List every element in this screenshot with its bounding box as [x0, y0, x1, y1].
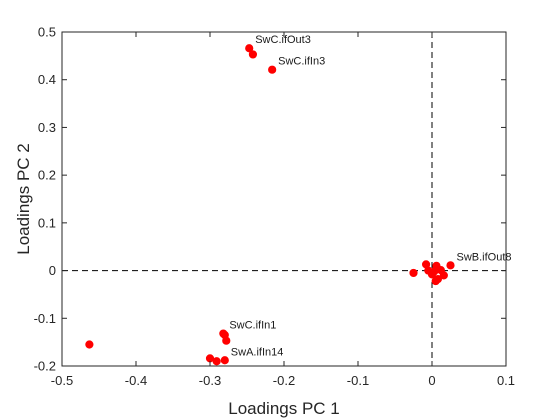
y-tick-label: -0.1	[34, 311, 56, 326]
y-tick-label: 0.4	[38, 72, 56, 87]
y-tick-label: 0.5	[38, 25, 56, 40]
x-tick-label: -0.4	[125, 373, 147, 388]
x-axis-ticks: -0.5 -0.4 -0.3 -0.2 -0.1 0 0.1	[51, 32, 515, 388]
data-point	[268, 65, 277, 74]
data-point	[439, 271, 448, 280]
y-tick-label: 0.1	[38, 215, 56, 230]
point-annotation: SwC.ifIn1	[229, 320, 276, 332]
y-tick-label: -0.2	[34, 359, 56, 374]
y-tick-label: 0	[49, 263, 56, 278]
point-annotation: SwA.ifIn14	[231, 346, 284, 358]
data-point	[409, 268, 418, 278]
data-point	[446, 261, 455, 270]
plot-background	[62, 32, 506, 366]
x-tick-label: -0.5	[51, 373, 73, 388]
data-point	[222, 336, 231, 345]
data-point	[85, 340, 94, 349]
x-tick-label: -0.3	[199, 373, 221, 388]
point-annotation: SwB.ifOut8	[457, 251, 512, 263]
x-tick-label: -0.1	[347, 373, 369, 388]
x-tick-label: 0.1	[497, 373, 515, 388]
point-annotation: SwC.ifIn3	[278, 56, 325, 68]
data-point	[248, 50, 258, 59]
data-point	[205, 354, 215, 363]
data-point	[431, 276, 440, 286]
y-axis-ticks: -0.2 -0.1 0 0.1 0.2 0.3 0.4 0.5	[34, 25, 506, 374]
y-tick-label: 0.3	[38, 120, 56, 135]
data-points	[85, 44, 455, 366]
data-point	[220, 356, 229, 365]
y-axis-label: Loadings PC 2	[14, 143, 33, 255]
data-point	[245, 44, 254, 53]
data-point	[212, 357, 221, 366]
x-tick-label: 0	[428, 373, 435, 388]
x-axis-label: Loadings PC 1	[228, 399, 340, 418]
point-annotations: SwC.ifOut3 SwC.ifIn3 SwB.ifOut8 SwC.ifIn1 Sw…	[229, 34, 511, 358]
y-tick-label: 0.2	[38, 168, 56, 183]
point-annotation: SwC.ifOut3	[255, 34, 311, 46]
x-tick-label: -0.2	[273, 373, 295, 388]
